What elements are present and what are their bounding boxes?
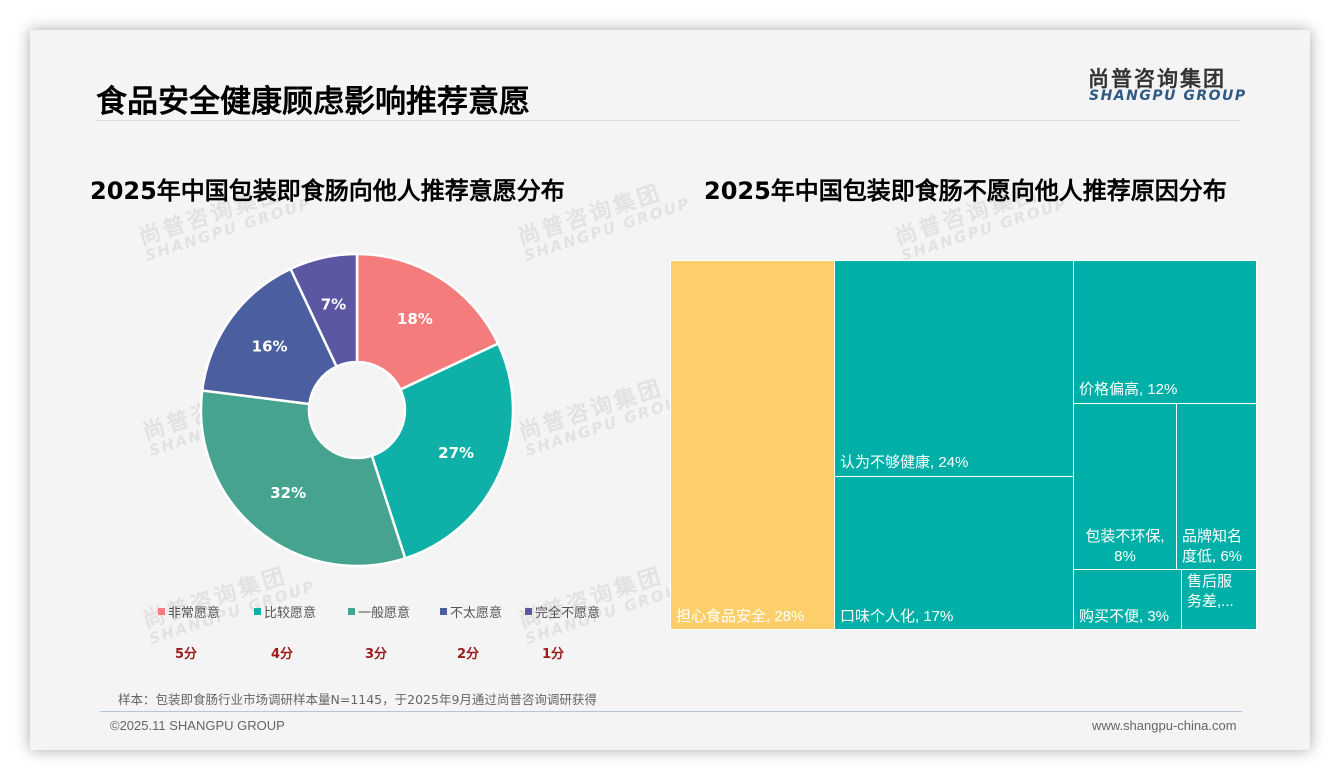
left-chart-title: 2025年中国包装即食肠向他人推荐意愿分布 (90, 177, 565, 205)
donut-slice-label: 16% (252, 338, 288, 356)
donut-slice-1 (355, 252, 500, 392)
page-title: 食品安全健康顾虑影响推荐意愿 (96, 84, 530, 120)
legend-swatch-icon (348, 608, 355, 615)
treemap-cell-brand: 品牌知名 度低, 6% (1176, 403, 1257, 570)
copyright: ©2025.11 SHANGPU GROUP (110, 718, 285, 733)
score-label: 4分 (271, 647, 294, 662)
donut-chart: 18% 27% 32% 16% 7% (199, 252, 515, 568)
legend-swatch-icon (525, 608, 532, 615)
treemap-cell-after-sales: 售后服 务差,... (1181, 569, 1257, 630)
legend-label: 一般愿意 (358, 606, 411, 621)
sample-footnote: 样本：包装即食肠行业市场调研样本量N=1145，于2025年9月通过尚普咨询调研… (118, 692, 597, 707)
donut-slice-2 (370, 341, 515, 560)
donut-slice-3 (199, 389, 407, 568)
legend-item: 比较愿意 (254, 602, 316, 621)
legend-item: 不太愿意 (440, 602, 502, 621)
treemap-cell-packaging: 包装不环保, 8% (1073, 403, 1177, 570)
legend-label: 非常愿意 (168, 606, 221, 621)
score-label: 1分 (542, 647, 565, 662)
treemap-cell-price: 价格偏高, 12% (1073, 260, 1257, 404)
treemap-cell-food-safety: 担心食品安全, 28% (670, 260, 835, 630)
score-label: 5分 (175, 647, 198, 662)
legend-label: 完全不愿意 (535, 606, 601, 621)
legend-label: 不太愿意 (450, 606, 503, 621)
legend-item: 非常愿意 (158, 602, 220, 621)
treemap: 担心食品安全, 28% 认为不够健康, 24% 口味个人化, 17% 价格偏高,… (670, 260, 1257, 630)
treemap-cell-taste: 口味个人化, 17% (834, 476, 1074, 630)
treemap-cell-not-healthy: 认为不够健康, 24% (834, 260, 1074, 477)
legend-item: 一般愿意 (348, 602, 410, 621)
donut-slices (199, 252, 515, 568)
donut-slice-label: 32% (270, 484, 306, 502)
logo-chinese: 尚普咨询集团 (1088, 67, 1226, 91)
legend-swatch-icon (254, 608, 261, 615)
legend-swatch-icon (158, 608, 165, 615)
treemap-cell-purchase: 购买不便, 3% (1073, 569, 1182, 630)
donut-slice-5 (288, 252, 359, 369)
footer-divider (100, 711, 1242, 712)
donut-slice-label: 7% (321, 296, 346, 314)
title-divider (96, 120, 1240, 121)
website-link[interactable]: www.shangpu-china.com (1092, 718, 1237, 733)
donut-labels: 18% 27% 32% 16% 7% (252, 296, 474, 503)
donut-slice-label: 18% (397, 310, 433, 328)
legend-item: 完全不愿意 (525, 602, 600, 621)
score-label: 2分 (457, 647, 480, 662)
slide: 食品安全健康顾虑影响推荐意愿 尚普咨询集团 SHANGPU GROUP 尚普咨询… (30, 30, 1310, 750)
score-label: 3分 (365, 647, 388, 662)
right-chart-title: 2025年中国包装即食肠不愿向他人推荐原因分布 (704, 177, 1227, 205)
legend-label: 比较愿意 (264, 606, 317, 621)
logo-english: SHANGPU GROUP (1089, 88, 1247, 104)
donut-slice-label: 27% (438, 444, 474, 462)
donut-slice-4 (200, 267, 339, 406)
legend-swatch-icon (440, 608, 447, 615)
